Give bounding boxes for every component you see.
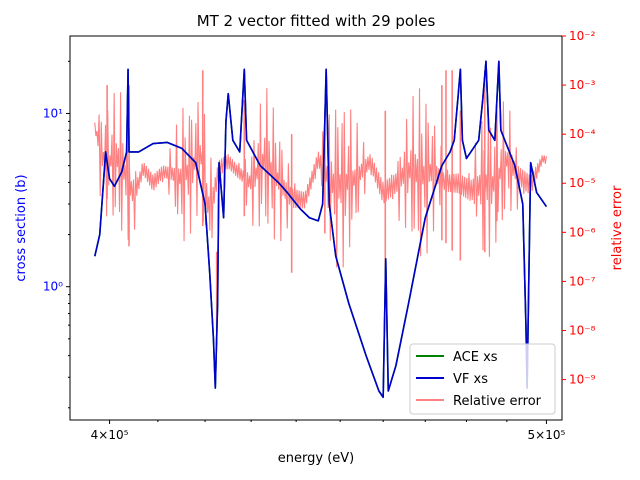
x-tick-label: 5×10⁵ — [528, 428, 566, 442]
legend-label-relative-error: Relative error — [453, 394, 542, 409]
legend-label-vf-xs: VF xs — [453, 372, 488, 387]
left-y-tick-label: 10⁰ — [43, 280, 63, 294]
right-y-tick-label: 10⁻⁷ — [569, 274, 596, 288]
left-y-axis-title: cross section (b) — [14, 174, 29, 281]
x-axis-title: energy (eV) — [278, 451, 354, 466]
relative-error-layer — [94, 70, 547, 346]
x-axis: 4×10⁵ 5×10⁵ — [91, 420, 566, 442]
right-y-tick-label: 10⁻² — [569, 29, 596, 43]
legend: ACE xs VF xs Relative error — [409, 343, 556, 415]
legend-label-ace-xs: ACE xs — [453, 350, 498, 365]
vf-xs-line — [94, 60, 548, 399]
right-y-axis: 10⁻⁹ 10⁻⁸ 10⁻⁷ 10⁻⁶ 10⁻⁵ 10⁻⁴ 10⁻³ 10⁻² — [562, 29, 596, 387]
chart-title: MT 2 vector fitted with 29 poles — [197, 12, 436, 30]
right-y-tick-label: 10⁻⁵ — [569, 176, 596, 190]
vf-xs-layer — [94, 60, 548, 399]
left-y-tick-label: 10¹ — [43, 106, 63, 120]
x-tick-label: 4×10⁵ — [91, 428, 129, 442]
plot-frame — [69, 35, 563, 421]
legend-box — [409, 343, 556, 415]
right-y-tick-label: 10⁻⁸ — [569, 323, 596, 337]
left-y-axis: 10⁰ 10¹ — [43, 60, 70, 409]
right-y-tick-label: 10⁻⁶ — [569, 225, 596, 239]
right-y-tick-label: 10⁻³ — [569, 78, 596, 92]
right-y-tick-label: 10⁻⁹ — [569, 373, 596, 387]
right-y-tick-label: 10⁻⁴ — [569, 127, 596, 141]
right-y-axis-title: relative error — [610, 185, 625, 270]
relative-error-line — [94, 88, 547, 268]
